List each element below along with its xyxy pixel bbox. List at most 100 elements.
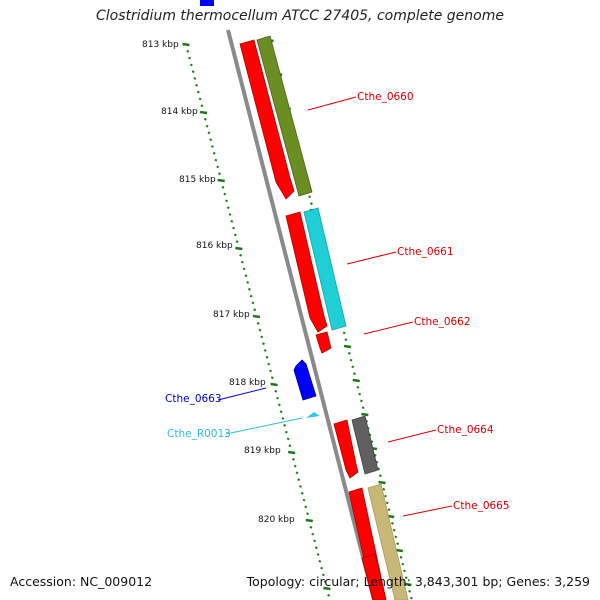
- left-ruler-tick: [247, 287, 251, 291]
- left-ruler-tick: [286, 437, 290, 441]
- cthe-0664-gene[interactable]: [333, 419, 359, 479]
- cthe-0664-label[interactable]: Cthe_0664: [437, 424, 494, 436]
- left-ruler-tick: [225, 199, 228, 203]
- left-ruler-tick: [274, 389, 278, 393]
- left-ruler-tick: [191, 70, 195, 74]
- left-ruler-tick: [291, 457, 295, 461]
- left-ruler-tick: [226, 206, 230, 210]
- left-ruler-tick: [314, 546, 318, 550]
- cthe-0663-leader: [217, 387, 267, 401]
- left-ruler-tick: [305, 518, 313, 523]
- left-ruler-tick: [244, 274, 248, 278]
- right-ruler-tick: [342, 331, 346, 335]
- left-ruler-tick: [309, 525, 313, 529]
- kbp-label-820: 820 kbp: [258, 515, 295, 525]
- right-ruler-tick: [361, 406, 365, 410]
- right-ruler-tick: [404, 582, 412, 587]
- left-ruler-tick: [195, 83, 199, 87]
- kbp-label-815: 815 kbp: [179, 175, 216, 185]
- right-ruler-tick: [384, 494, 387, 498]
- right-ruler-tick: [351, 365, 355, 369]
- left-ruler-tick: [223, 192, 227, 196]
- left-ruler-tick: [253, 308, 257, 312]
- cthe-0665-frame[interactable]: [367, 483, 409, 600]
- cthe-0663-label[interactable]: Cthe_0663: [165, 393, 222, 405]
- right-ruler-tick: [353, 372, 356, 376]
- cthe-0661-gene[interactable]: [285, 211, 328, 333]
- left-ruler-tick: [218, 172, 221, 176]
- left-ruler-tick: [283, 423, 287, 427]
- left-ruler-tick: [260, 335, 264, 339]
- right-ruler-tick: [387, 508, 391, 512]
- right-ruler-tick: [308, 195, 312, 199]
- left-ruler-tick: [300, 491, 304, 495]
- left-ruler-tick: [321, 573, 325, 577]
- left-ruler-tick: [235, 246, 243, 251]
- left-ruler-tick: [323, 580, 327, 584]
- genome-backbone: [226, 29, 376, 600]
- left-ruler-tick: [304, 505, 308, 509]
- left-ruler-tick: [270, 382, 278, 387]
- cthe-0660-gene[interactable]: [239, 39, 295, 200]
- left-ruler-tick: [306, 512, 309, 516]
- right-ruler-tick: [343, 344, 352, 349]
- cthe-0663-gene[interactable]: [293, 359, 317, 401]
- right-ruler-tick: [404, 576, 408, 580]
- left-ruler-tick: [233, 233, 237, 237]
- left-ruler-tick: [270, 376, 274, 380]
- left-ruler-tick: [232, 226, 235, 230]
- kbp-label-819: 819 kbp: [244, 446, 281, 456]
- left-ruler-tick: [230, 219, 234, 223]
- left-ruler-tick: [203, 117, 207, 121]
- cthe-0665-label[interactable]: Cthe_0665: [453, 500, 510, 512]
- next-gene-partial[interactable]: [361, 553, 387, 600]
- right-ruler-tick: [403, 569, 406, 573]
- left-ruler-tick: [212, 151, 216, 155]
- left-ruler-tick: [323, 586, 331, 591]
- left-ruler-tick: [205, 124, 209, 128]
- left-ruler-tick: [249, 294, 253, 298]
- right-ruler-tick: [385, 501, 389, 505]
- right-ruler-tick: [358, 392, 362, 396]
- left-ruler-tick: [214, 158, 218, 162]
- kbp-label-813: 813 kbp: [142, 40, 179, 50]
- cthe-0660-label[interactable]: Cthe_0660: [357, 91, 414, 103]
- left-ruler-tick: [242, 267, 246, 271]
- left-ruler-tick: [316, 553, 320, 556]
- cthe-0662-leader: [363, 321, 414, 335]
- cthe-0661-leader: [346, 251, 397, 265]
- right-ruler-tick: [378, 480, 386, 485]
- left-ruler-tick: [327, 593, 331, 597]
- cthe-0660-frame[interactable]: [256, 35, 313, 197]
- right-ruler-tick: [399, 555, 403, 559]
- right-ruler-tick: [395, 548, 403, 553]
- cthe-r0013-label[interactable]: Cthe_R0013: [167, 428, 231, 440]
- left-ruler-tick: [217, 178, 225, 183]
- right-ruler-tick: [396, 542, 400, 546]
- cthe-0662-label[interactable]: Cthe_0662: [414, 316, 471, 328]
- genome-summary-text: Topology: circular; Length: 3,843,301 bp…: [246, 574, 590, 589]
- cthe-0662-gene[interactable]: [315, 331, 332, 354]
- left-ruler-tick: [263, 349, 267, 352]
- left-ruler-tick: [279, 410, 283, 414]
- accession-text: Accession: NC_009012: [10, 574, 153, 589]
- left-ruler-tick: [199, 110, 208, 115]
- cthe-0664-frame[interactable]: [351, 415, 379, 475]
- left-ruler-tick: [267, 362, 271, 366]
- left-ruler-tick: [256, 321, 260, 325]
- cthe-0661-label[interactable]: Cthe_0661: [397, 246, 454, 258]
- left-ruler-tick: [262, 342, 265, 346]
- cthe-0661-frame[interactable]: [303, 207, 347, 331]
- left-ruler-tick: [182, 42, 190, 47]
- right-ruler-tick: [347, 351, 351, 355]
- partial-feature-top[interactable]: [200, 0, 214, 6]
- cthe-0660-leader: [307, 96, 357, 111]
- left-ruler-tick: [193, 77, 197, 80]
- cthe-r0013-gene[interactable]: [306, 412, 320, 418]
- page-title: Clostridium thermocellum ATCC 27405, com…: [96, 8, 504, 24]
- left-ruler-tick: [200, 104, 204, 108]
- left-ruler-tick: [269, 369, 272, 373]
- left-ruler-tick: [313, 539, 317, 543]
- left-ruler-tick: [276, 396, 280, 400]
